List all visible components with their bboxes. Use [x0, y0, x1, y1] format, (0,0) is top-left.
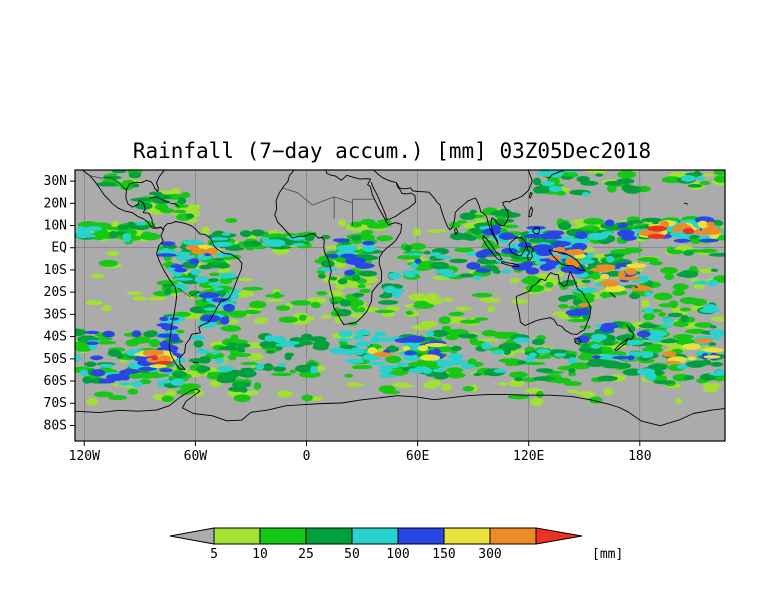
lon-tick-label: 120W	[69, 449, 100, 464]
colorbar-units-label: [mm]	[592, 547, 623, 562]
colorbar-segment	[305, 527, 353, 545]
colorbar-tick-label: 300	[478, 547, 501, 562]
lat-tick-label: 60S	[44, 374, 67, 389]
coastlines	[75, 170, 725, 427]
colorbar-above-arrow	[535, 527, 583, 545]
lat-tick-label: 20S	[44, 285, 67, 300]
lat-tick-label: 10N	[44, 219, 67, 234]
colorbar-tick-label: 100	[386, 547, 409, 562]
lat-tick-label: EQ	[51, 241, 67, 256]
lon-tick-label: 120E	[513, 449, 544, 464]
rain-blobs	[75, 170, 725, 406]
colorbar-tick-label: 10	[252, 547, 268, 562]
colorbar-tick-label: 150	[432, 547, 455, 562]
lat-tick-label: 10S	[44, 263, 67, 278]
colorbar-tick-label: 50	[344, 547, 360, 562]
lat-tick-label: 20N	[44, 196, 67, 211]
chart-title: Rainfall (7−day accum.) [mm] 03Z05Dec201…	[132, 139, 652, 163]
lon-tick-label: 60E	[406, 449, 429, 464]
colorbar-segment	[213, 527, 261, 545]
colorbar-segment	[397, 527, 445, 545]
lon-tick-label: 60W	[184, 449, 208, 464]
lat-tick-label: 40S	[44, 330, 67, 345]
map-content	[75, 170, 725, 441]
lat-tick-label: 70S	[44, 396, 67, 411]
colorbar-segment	[259, 527, 307, 545]
colorbar-below-arrow	[169, 527, 215, 545]
lon-axis: 120W 60W 0 60E 120E 180	[69, 441, 652, 464]
colorbar-segment	[351, 527, 399, 545]
lat-tick-label: 50S	[44, 352, 67, 367]
lat-tick-label: 80S	[44, 418, 67, 433]
colorbar-segment	[443, 527, 491, 545]
lon-tick-label: 180	[628, 449, 651, 464]
colorbar-tick-label: 5	[210, 547, 218, 562]
colorbar-tick-label: 25	[298, 547, 314, 562]
map-frame	[74, 169, 726, 442]
lon-tick-label: 0	[303, 449, 311, 464]
colorbar: 5 10 25 50 100 150 300 [mm]	[169, 527, 623, 562]
lat-axis: 30N 20N 10N EQ 10S 20S 30S 40S 50S 60S 70S 80S	[44, 174, 75, 433]
colorbar-segment	[489, 527, 537, 545]
country-borders	[89, 175, 375, 297]
lat-tick-label: 30N	[44, 174, 67, 189]
lat-tick-label: 30S	[44, 307, 67, 322]
